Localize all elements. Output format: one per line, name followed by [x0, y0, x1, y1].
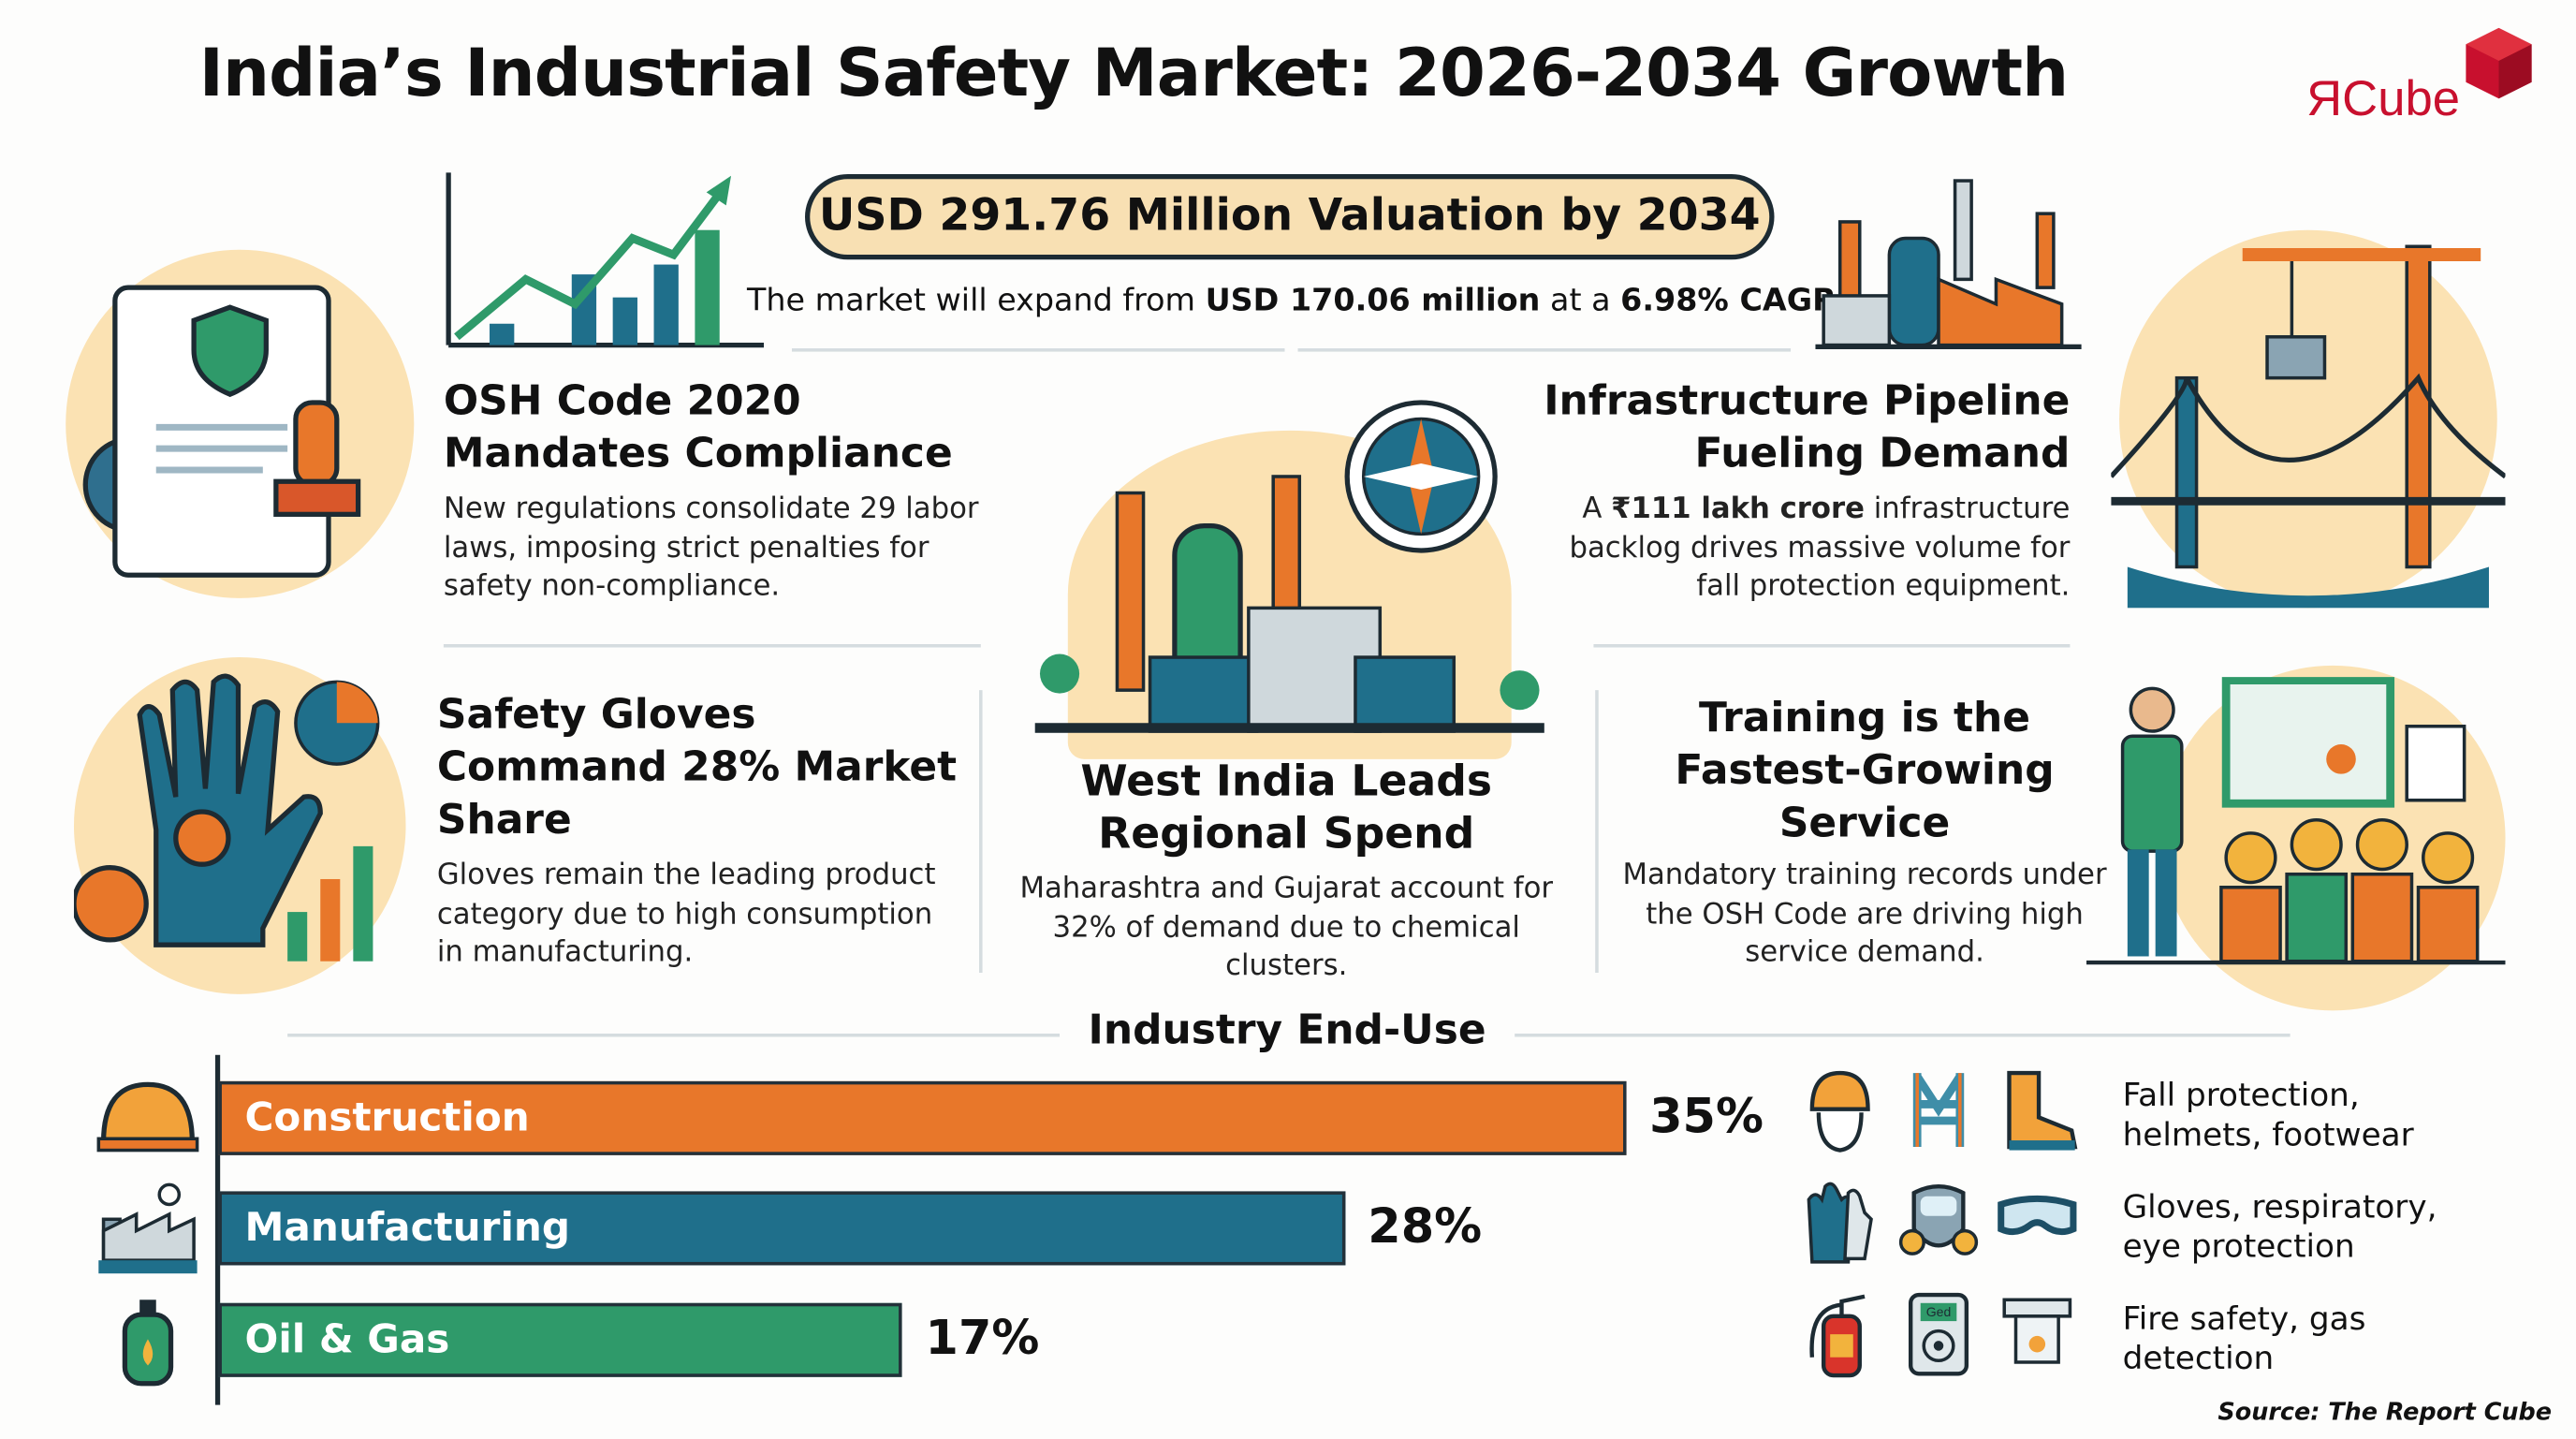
card-body: A ₹111 lakh crore infrastructure backlog… — [1528, 492, 2070, 608]
hard-hat-icon — [96, 1081, 199, 1153]
chart-axis — [214, 1054, 221, 1405]
divider — [791, 348, 1285, 352]
source-note: Source: The Report Cube — [2217, 1400, 2552, 1427]
card-body: Mandatory training records under the OSH… — [1622, 859, 2107, 970]
industrial-plant-icon — [1034, 400, 1544, 733]
valuation-banner: USD 291.76 Million Valuation by 2034 — [804, 174, 1775, 260]
divider — [1297, 348, 1792, 352]
divider — [979, 690, 983, 974]
logo: ЯCube — [2300, 23, 2546, 139]
workers — [2219, 818, 2480, 963]
gloves-icon — [1807, 1182, 1873, 1264]
bar-value-label: 17% — [925, 1309, 1040, 1366]
gas-detector-icon — [1908, 1292, 1969, 1376]
card-body: New regulations consolidate 29 labor law… — [443, 492, 979, 604]
bar-manufacturing: Manufacturing — [218, 1191, 1345, 1266]
ppe-category-label: Fall protection, helmets, footwear — [2122, 1076, 2414, 1154]
divider — [1595, 690, 1599, 974]
bar-construction: Construction — [218, 1080, 1627, 1155]
compliance-document-icon — [82, 285, 361, 578]
cagr-value: 6.98% CAGR. — [1620, 282, 1850, 319]
respirator-icon — [1898, 1183, 1979, 1255]
card-title: OSH Code 2020 Mandates Compliance — [443, 375, 953, 477]
cube-icon — [2466, 27, 2532, 99]
training-icon — [2086, 677, 2506, 965]
growth-chart-icon — [446, 172, 765, 348]
body-highlight: ₹111 lakh crore — [1611, 492, 1866, 526]
divider — [287, 1033, 1061, 1037]
chart-title: Industry End-Use — [1088, 1006, 1486, 1054]
factory-icon — [98, 1182, 198, 1274]
ppe-category-label: Gloves, respiratory, eye protection — [2122, 1187, 2437, 1266]
boot-icon — [2007, 1070, 2078, 1151]
divider — [443, 643, 981, 648]
helmet-icon — [1809, 1070, 1870, 1153]
bar-oil-gas: Oil & Gas — [218, 1302, 902, 1377]
card-body: Gloves remain the leading product catego… — [436, 859, 936, 970]
page-title: India’s Industrial Safety Market: 2026-2… — [198, 36, 2069, 112]
gas-cylinder-icon — [122, 1300, 174, 1387]
summary-text: at a — [1540, 282, 1621, 319]
body-text: A — [1582, 492, 1612, 526]
bar-value-label: 35% — [1649, 1087, 1764, 1144]
ppe-category-label: Fire safety, gas detection — [2122, 1300, 2366, 1377]
body-text: infrastructure backlog drives massive vo… — [1569, 492, 2071, 604]
card-title: Training is the Fastest-Growing Service — [1675, 693, 2055, 846]
logo-text: ЯCube — [2306, 72, 2461, 127]
card-body: Maharashtra and Gujarat account for 32% … — [1019, 872, 1554, 983]
card-title: Safety Gloves Command 28% Market Share — [436, 690, 958, 844]
smoke-detector-icon — [2002, 1298, 2072, 1364]
goggles-icon — [1998, 1195, 2077, 1236]
summary-text: The market will expand from — [746, 282, 1206, 319]
gas-detector-display-label: Ged — [1925, 1304, 1952, 1320]
card-title: Infrastructure Pipeline Fueling Demand — [1544, 375, 2071, 477]
factory-icon — [1815, 179, 2082, 349]
growth-summary: The market will expand from USD 170.06 m… — [723, 283, 1873, 319]
card-title: West India Leads Regional Spend — [1080, 757, 1493, 859]
start-value: USD 170.06 million — [1205, 282, 1541, 319]
divider — [1593, 643, 2071, 648]
divider — [1515, 1033, 2291, 1037]
crane-bridge-icon — [2111, 244, 2506, 609]
harness-icon — [1912, 1073, 1965, 1148]
fire-extinguisher-icon — [1809, 1294, 1866, 1378]
bar-value-label: 28% — [1368, 1197, 1483, 1255]
glove-icon — [73, 673, 380, 962]
